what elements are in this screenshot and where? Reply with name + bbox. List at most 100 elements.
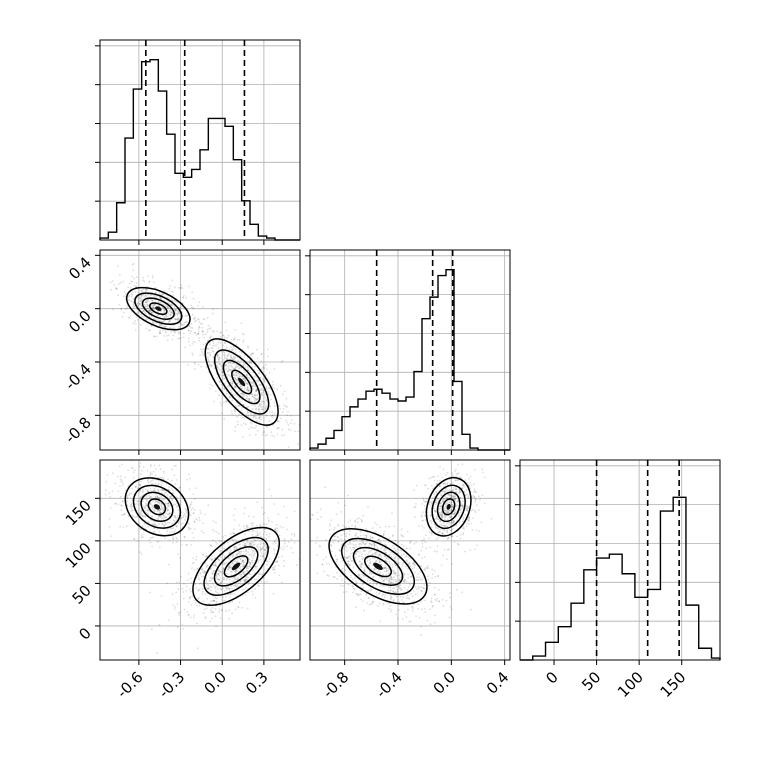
sample-point (142, 309, 145, 312)
density-panel-0 (95, 249, 301, 455)
sample-point (128, 494, 131, 496)
sample-point (256, 530, 259, 533)
sample-point (426, 514, 429, 517)
sample-point (133, 277, 136, 280)
sample-point (129, 505, 132, 507)
sample-point (357, 569, 360, 572)
sample-point (142, 288, 145, 291)
sample-point (344, 525, 346, 528)
sample-point (367, 545, 370, 548)
sample-point (242, 561, 245, 564)
sample-point (403, 587, 406, 589)
sample-point (161, 488, 163, 491)
sample-point (150, 503, 153, 506)
sample-point (440, 494, 442, 497)
sample-point (230, 391, 233, 394)
sample-point (227, 384, 230, 387)
sample-point (223, 358, 225, 361)
sample-point (154, 474, 157, 477)
sample-point (293, 423, 296, 425)
sample-point (223, 578, 226, 581)
sample-point (238, 550, 241, 553)
sample-point (197, 304, 199, 307)
sample-point (138, 489, 141, 492)
sample-point (251, 385, 254, 387)
sample-point (433, 593, 436, 596)
sample-point (182, 516, 185, 519)
sample-point (290, 538, 293, 541)
sample-point (192, 318, 195, 320)
density-peak (231, 562, 241, 571)
sample-point (168, 320, 171, 322)
sample-point (359, 564, 361, 567)
sample-point (149, 541, 152, 544)
sample-point (179, 532, 182, 534)
sample-point (422, 587, 425, 590)
sample-point (382, 604, 385, 606)
sample-point (229, 381, 232, 384)
sample-point (254, 597, 257, 599)
sample-point (156, 314, 159, 317)
sample-point (121, 499, 124, 502)
sample-point (328, 563, 331, 565)
sample-point (236, 382, 239, 385)
sample-point (344, 544, 346, 547)
sample-point (437, 527, 440, 530)
sample-point (402, 601, 405, 604)
sample-point (172, 294, 175, 297)
sample-point (146, 469, 149, 472)
sample-point (138, 507, 140, 510)
sample-point (434, 518, 437, 520)
sample-point (192, 512, 195, 515)
sample-point (222, 577, 225, 579)
sample-point (228, 578, 231, 581)
sample-point (242, 393, 245, 396)
sample-point (456, 473, 459, 475)
sample-point (235, 373, 237, 376)
sample-point (237, 359, 240, 362)
sample-point (439, 502, 442, 505)
sample-point (273, 503, 276, 505)
sample-point (145, 318, 147, 321)
sample-point (393, 562, 396, 565)
sample-point (146, 318, 149, 320)
sample-point (147, 521, 150, 524)
sample-point (399, 587, 402, 589)
sample-point (393, 570, 396, 573)
sample-point (235, 553, 238, 556)
sample-point (227, 354, 229, 356)
sample-point (397, 541, 400, 543)
sample-point (154, 287, 157, 289)
sample-point (336, 571, 339, 574)
sample-point (465, 507, 468, 510)
sample-point (337, 501, 339, 504)
sample-point (144, 515, 146, 518)
sample-point (151, 306, 154, 309)
sample-point (239, 583, 242, 586)
sample-point (440, 523, 443, 526)
sample-point (446, 548, 449, 551)
sample-point (249, 542, 252, 544)
sample-point (165, 331, 167, 334)
sample-point (245, 397, 248, 400)
sample-point (162, 489, 165, 492)
sample-point (414, 506, 417, 508)
sample-point (383, 543, 386, 546)
sample-point (279, 417, 282, 420)
sample-point (162, 320, 165, 323)
sample-point (290, 547, 293, 549)
sample-point (443, 524, 445, 527)
sample-point (143, 505, 145, 508)
sample-point (120, 480, 122, 483)
sample-point (275, 561, 278, 563)
sample-point (383, 548, 385, 551)
sample-point (390, 598, 393, 601)
sample-point (384, 555, 386, 558)
sample-point (476, 504, 478, 506)
sample-point (183, 321, 186, 324)
sample-point (149, 591, 152, 594)
sample-point (445, 502, 448, 504)
sample-point (241, 559, 244, 562)
sample-point (228, 587, 231, 590)
sample-point (379, 554, 382, 557)
